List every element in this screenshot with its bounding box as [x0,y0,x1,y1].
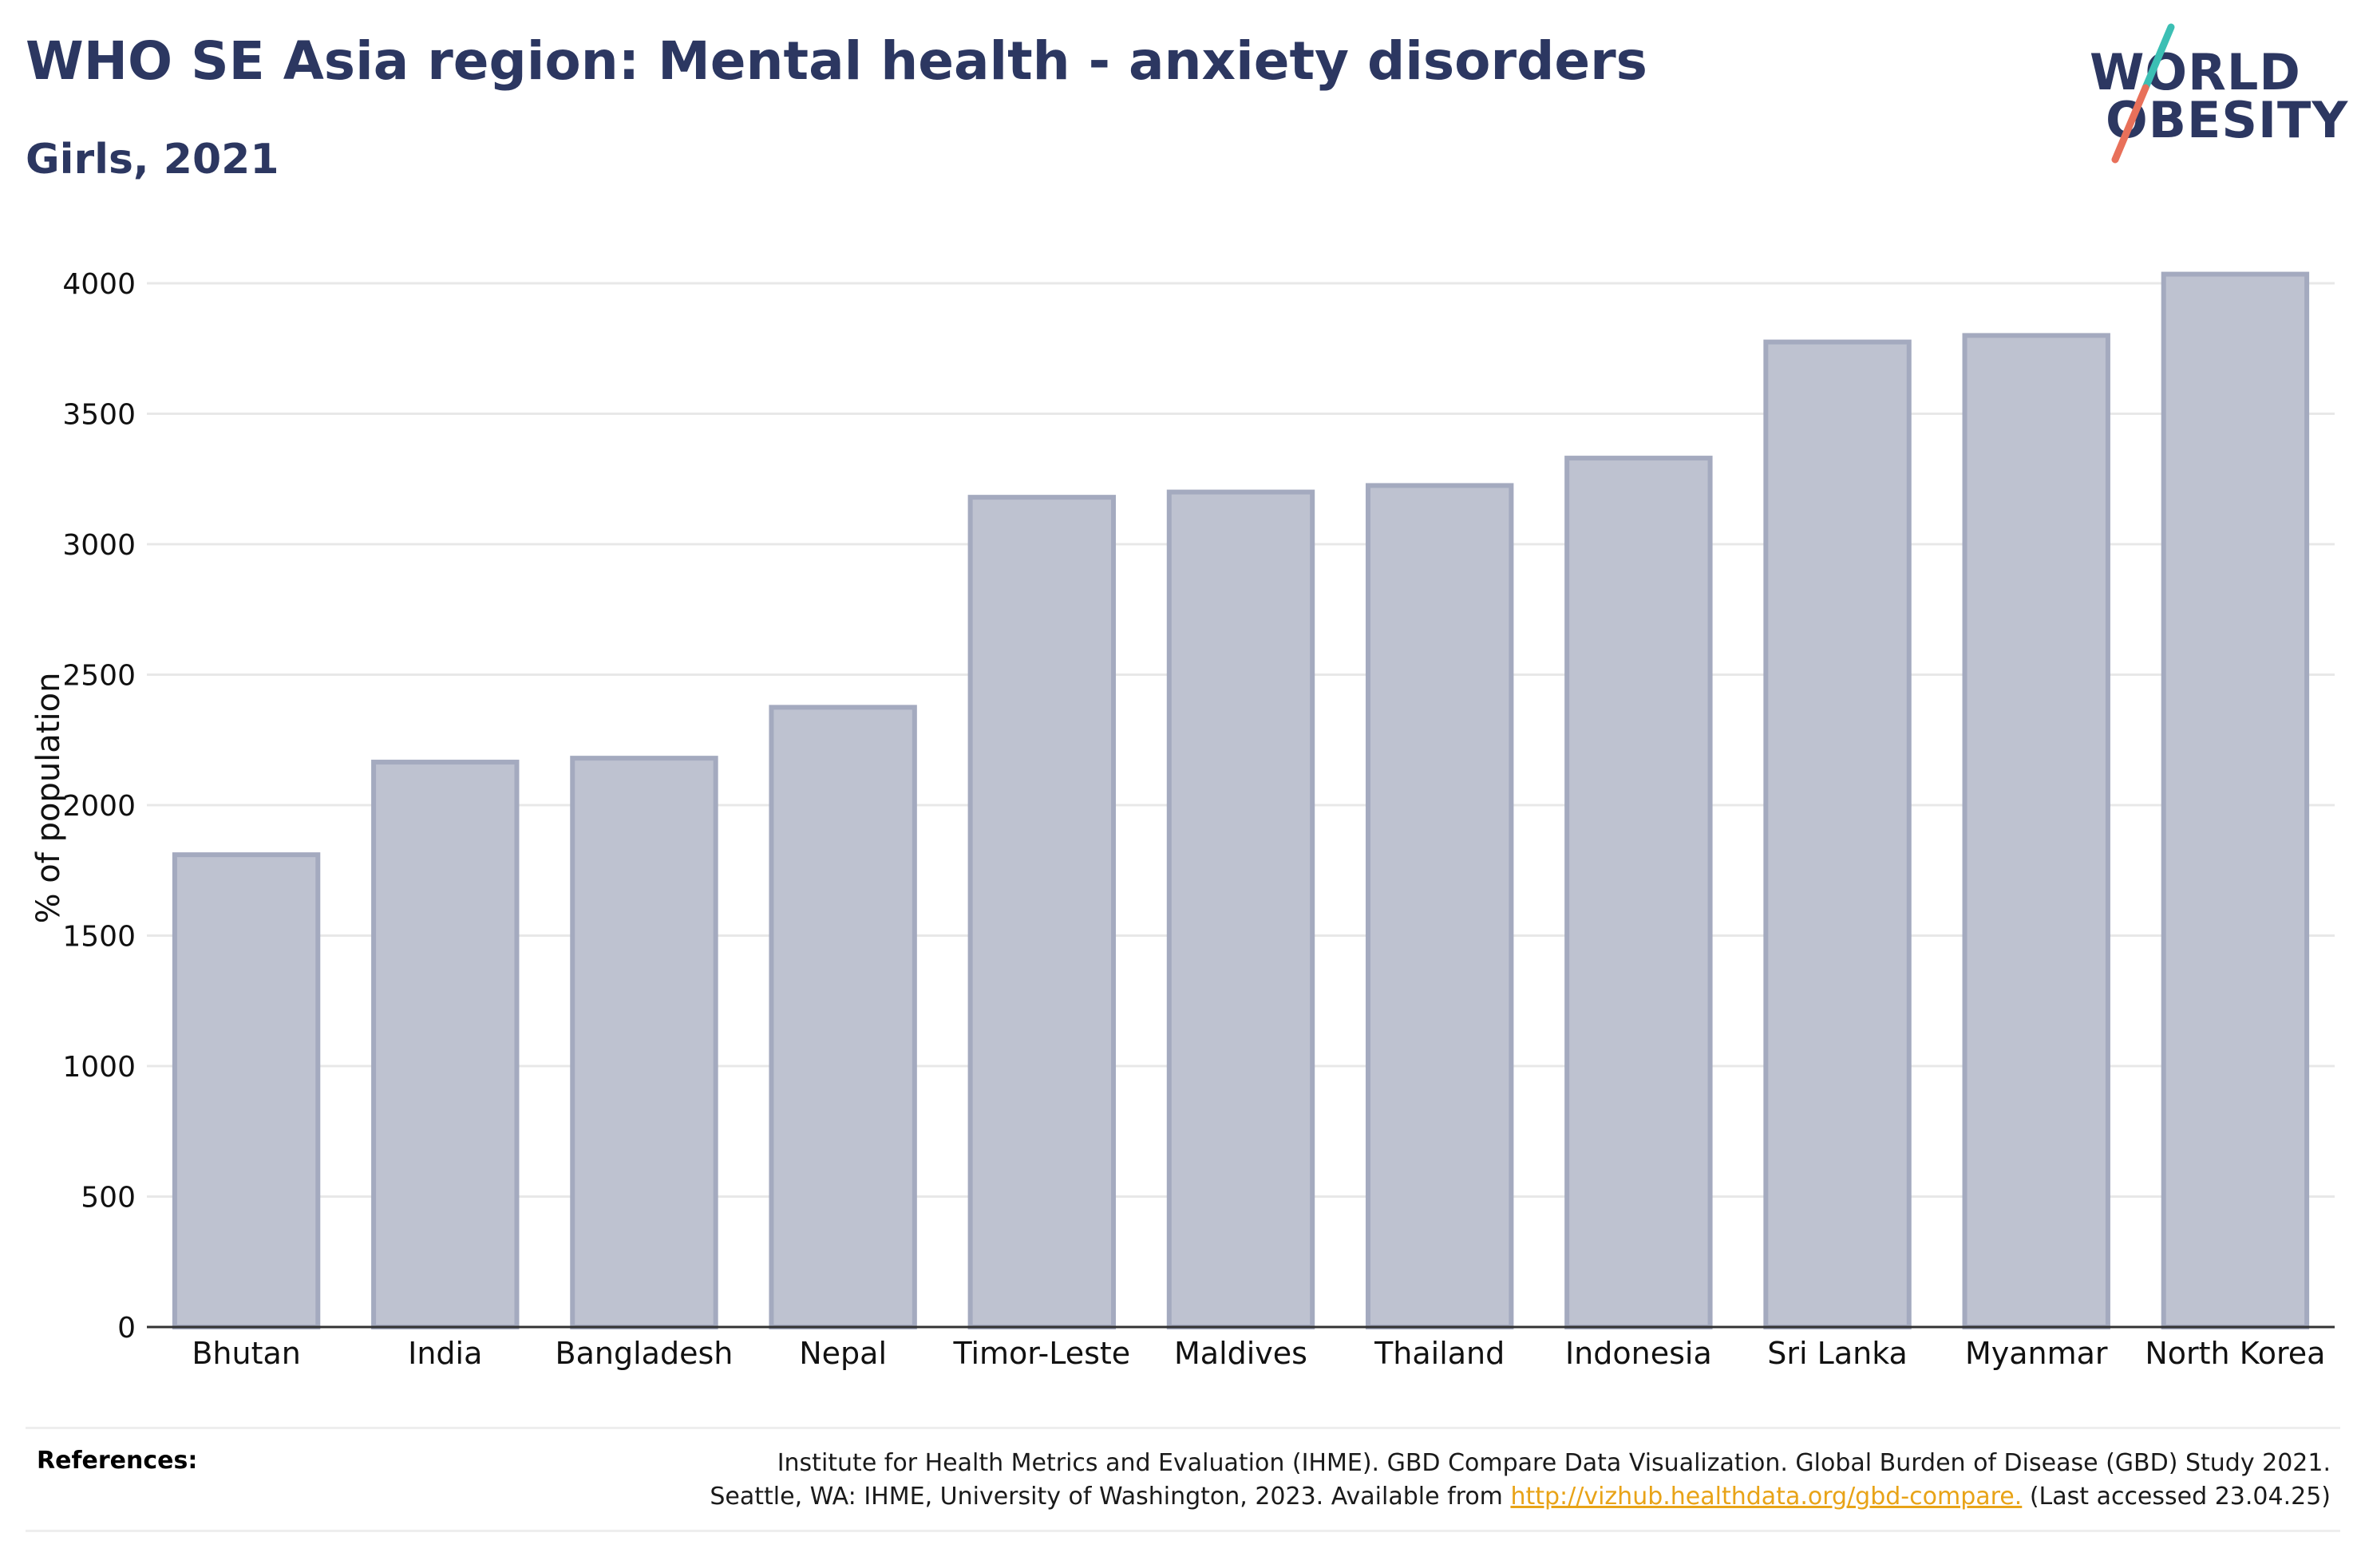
y-tick-label: 1500 [62,921,136,954]
bar-chart: 0 500 1000 1500 2000 2500 3000 3500 4000 Bhutan In… [30,268,2335,1371]
bar [769,705,917,1329]
y-tick-label: 2000 [62,790,136,823]
reference-line-2: Seattle, WA: IHME, University of Washing… [710,1480,2331,1514]
x-tick-label: Indonesia [1565,1336,1712,1371]
y-tick-label: 3000 [62,529,136,562]
reference-link[interactable]: http://vizhub.healthdata.org/gbd-compare… [1510,1483,2023,1511]
logo-slash-icon [2111,23,2175,164]
x-tick-label: Timor-Leste [952,1336,1130,1371]
bar [1166,489,1315,1329]
bar [1564,456,1713,1330]
x-tick-label: Bangladesh [556,1336,734,1371]
reference-line-2-prefix: Seattle, WA: IHME, University of Washing… [710,1483,1511,1511]
x-tick-label: Myanmar [1965,1336,2108,1371]
y-tick-label: 0 [117,1312,136,1345]
reference-line-1: Institute for Health Metrics and Evaluat… [777,1449,2331,1477]
bar [371,760,520,1329]
x-tick-label: Nepal [799,1336,887,1371]
x-tick-label: Maldives [1174,1336,1307,1371]
references-text: Institute for Health Metrics and Evaluat… [710,1447,2331,1514]
bar [2161,271,2310,1329]
y-tick-label: 4000 [62,268,136,301]
logo-text-world: WORLD [2090,43,2301,101]
bar [1763,339,1912,1330]
x-tick-label: Sri Lanka [1767,1336,1908,1371]
references-footer: References: Institute for Health Metrics… [26,1427,2340,1532]
bar [967,495,1117,1329]
reference-line-2-suffix: (Last accessed 23.04.25) [2022,1483,2331,1511]
chart-subtitle: Girls, 2021 [26,136,279,184]
y-tick-label: 500 [81,1182,136,1215]
logo-text-obesity: OBESITY [2106,91,2349,149]
y-tick-label: 2500 [62,660,136,693]
y-tick-label: 1000 [62,1051,136,1084]
x-tick-label: India [408,1336,482,1371]
world-obesity-logo: WORLD OBESITY [2075,16,2347,176]
bar [1962,333,2110,1329]
references-label: References: [37,1447,198,1475]
bar [172,852,321,1329]
bar [1365,483,1514,1329]
y-tick-label: 3500 [62,399,136,432]
chart-title: WHO SE Asia region: Mental health - anxi… [26,30,1647,92]
bar [570,756,718,1329]
x-tick-label: Thailand [1374,1336,1505,1371]
x-tick-label: Bhutan [192,1336,301,1371]
y-axis-label: % of population [30,673,67,924]
x-tick-label: North Korea [2145,1336,2325,1371]
